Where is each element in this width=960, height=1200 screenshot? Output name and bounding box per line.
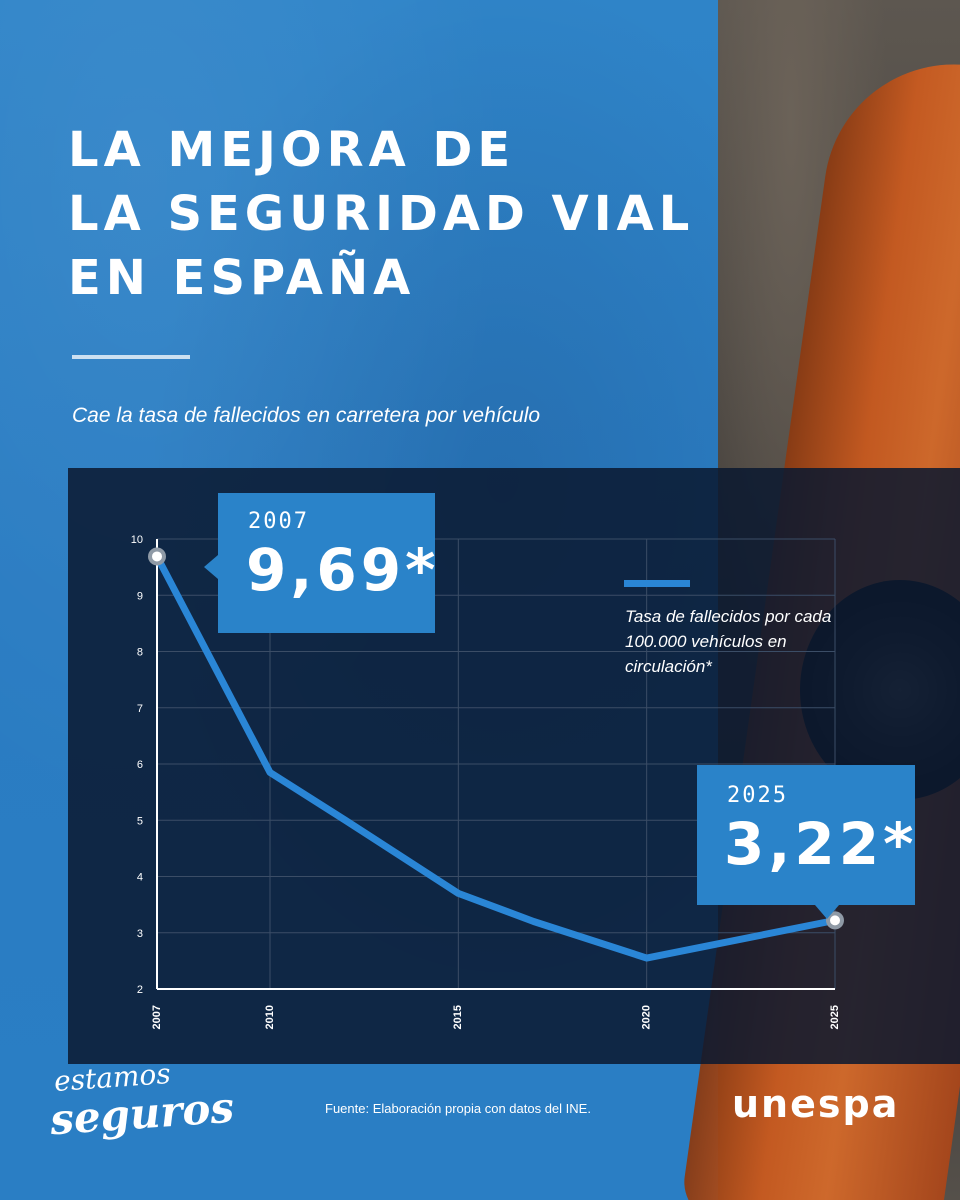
y-axis-ticks: 2 3 4 5 6 7 8 9 10 — [131, 534, 143, 996]
y-tick-label: 10 — [131, 534, 143, 546]
y-tick-label: 2 — [137, 984, 143, 996]
marker-dot — [152, 551, 162, 562]
y-tick-label: 9 — [137, 590, 143, 602]
chart-axes — [156, 539, 835, 990]
callout-start: 2007 9,69* — [204, 493, 435, 633]
data-point-marker — [148, 547, 166, 566]
page-title: LA MEJORA DE LA SEGURIDAD VIAL EN ESPAÑA — [68, 118, 708, 310]
y-tick-label: 4 — [137, 872, 143, 884]
title-line-1: LA MEJORA DE — [68, 122, 516, 178]
x-tick-label: 2015 — [452, 1005, 464, 1029]
title-divider — [72, 355, 190, 359]
callout-end: 2025 3,22* — [697, 765, 918, 919]
callout-end-year: 2025 — [727, 783, 788, 808]
series-line-0 — [153, 552, 839, 962]
unespa-logo: unespa — [732, 1082, 900, 1126]
title-line-2: LA SEGURIDAD VIAL — [68, 186, 695, 242]
callout-end-value: 3,22* — [724, 810, 918, 878]
legend-label: Tasa de fallecidos por cada 100.000 vehí… — [625, 607, 832, 676]
title-line-3: EN ESPAÑA — [68, 250, 416, 306]
callout-start-value: 9,69* — [246, 536, 440, 604]
source-note: Fuente: Elaboración propia con datos del… — [325, 1101, 591, 1116]
estamos-seguros-logo: estamos seguros — [49, 1055, 250, 1155]
x-tick-label: 2025 — [829, 1005, 841, 1029]
y-tick-label: 3 — [137, 928, 143, 940]
x-tick-label: 2020 — [641, 1005, 653, 1029]
chart-series — [153, 552, 839, 962]
y-tick-label: 7 — [137, 703, 143, 715]
chart-subtitle: Cae la tasa de fallecidos en carretera p… — [72, 404, 541, 427]
y-tick-label: 6 — [137, 759, 143, 771]
x-tick-label: 2010 — [264, 1005, 276, 1029]
x-tick-label: 2007 — [151, 1005, 163, 1029]
y-tick-label: 8 — [137, 647, 143, 659]
y-tick-label: 5 — [137, 815, 143, 827]
legend-swatch — [624, 580, 690, 587]
x-axis-ticks: 2007 2010 2015 2020 2025 — [151, 1005, 841, 1029]
callout-start-year: 2007 — [248, 509, 309, 534]
